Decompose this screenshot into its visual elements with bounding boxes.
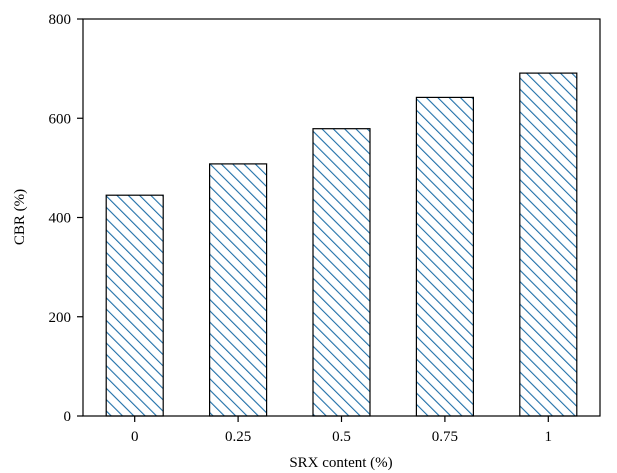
x-tick-label: 1 [545, 429, 553, 445]
bar-0.75 [415, 96, 474, 417]
x-tick-label: 0.5 [332, 429, 351, 445]
x-tick-label: 0.25 [225, 429, 251, 445]
y-axis-title: CBR (%) [12, 189, 28, 245]
y-tick-label: 200 [49, 310, 72, 326]
x-tick-label: 0 [131, 429, 139, 445]
y-ticks-group: 0 200 400 600 800 [49, 12, 83, 425]
y-tick-label: 800 [49, 12, 72, 28]
y-tick-label: 600 [49, 111, 72, 127]
x-ticks-group: 0 0.25 0.5 0.75 1 [131, 416, 552, 445]
bar-0.25 [209, 163, 268, 417]
bars-group [105, 72, 578, 417]
y-tick-label: 0 [64, 409, 72, 425]
plot-frame [82, 18, 601, 417]
x-tick-label: 0.75 [432, 429, 458, 445]
bar-1 [519, 72, 578, 417]
x-axis-title: SRX content (%) [289, 455, 392, 471]
bar-0 [105, 194, 164, 417]
bar-0.5 [312, 128, 371, 417]
y-tick-label: 400 [49, 211, 72, 227]
